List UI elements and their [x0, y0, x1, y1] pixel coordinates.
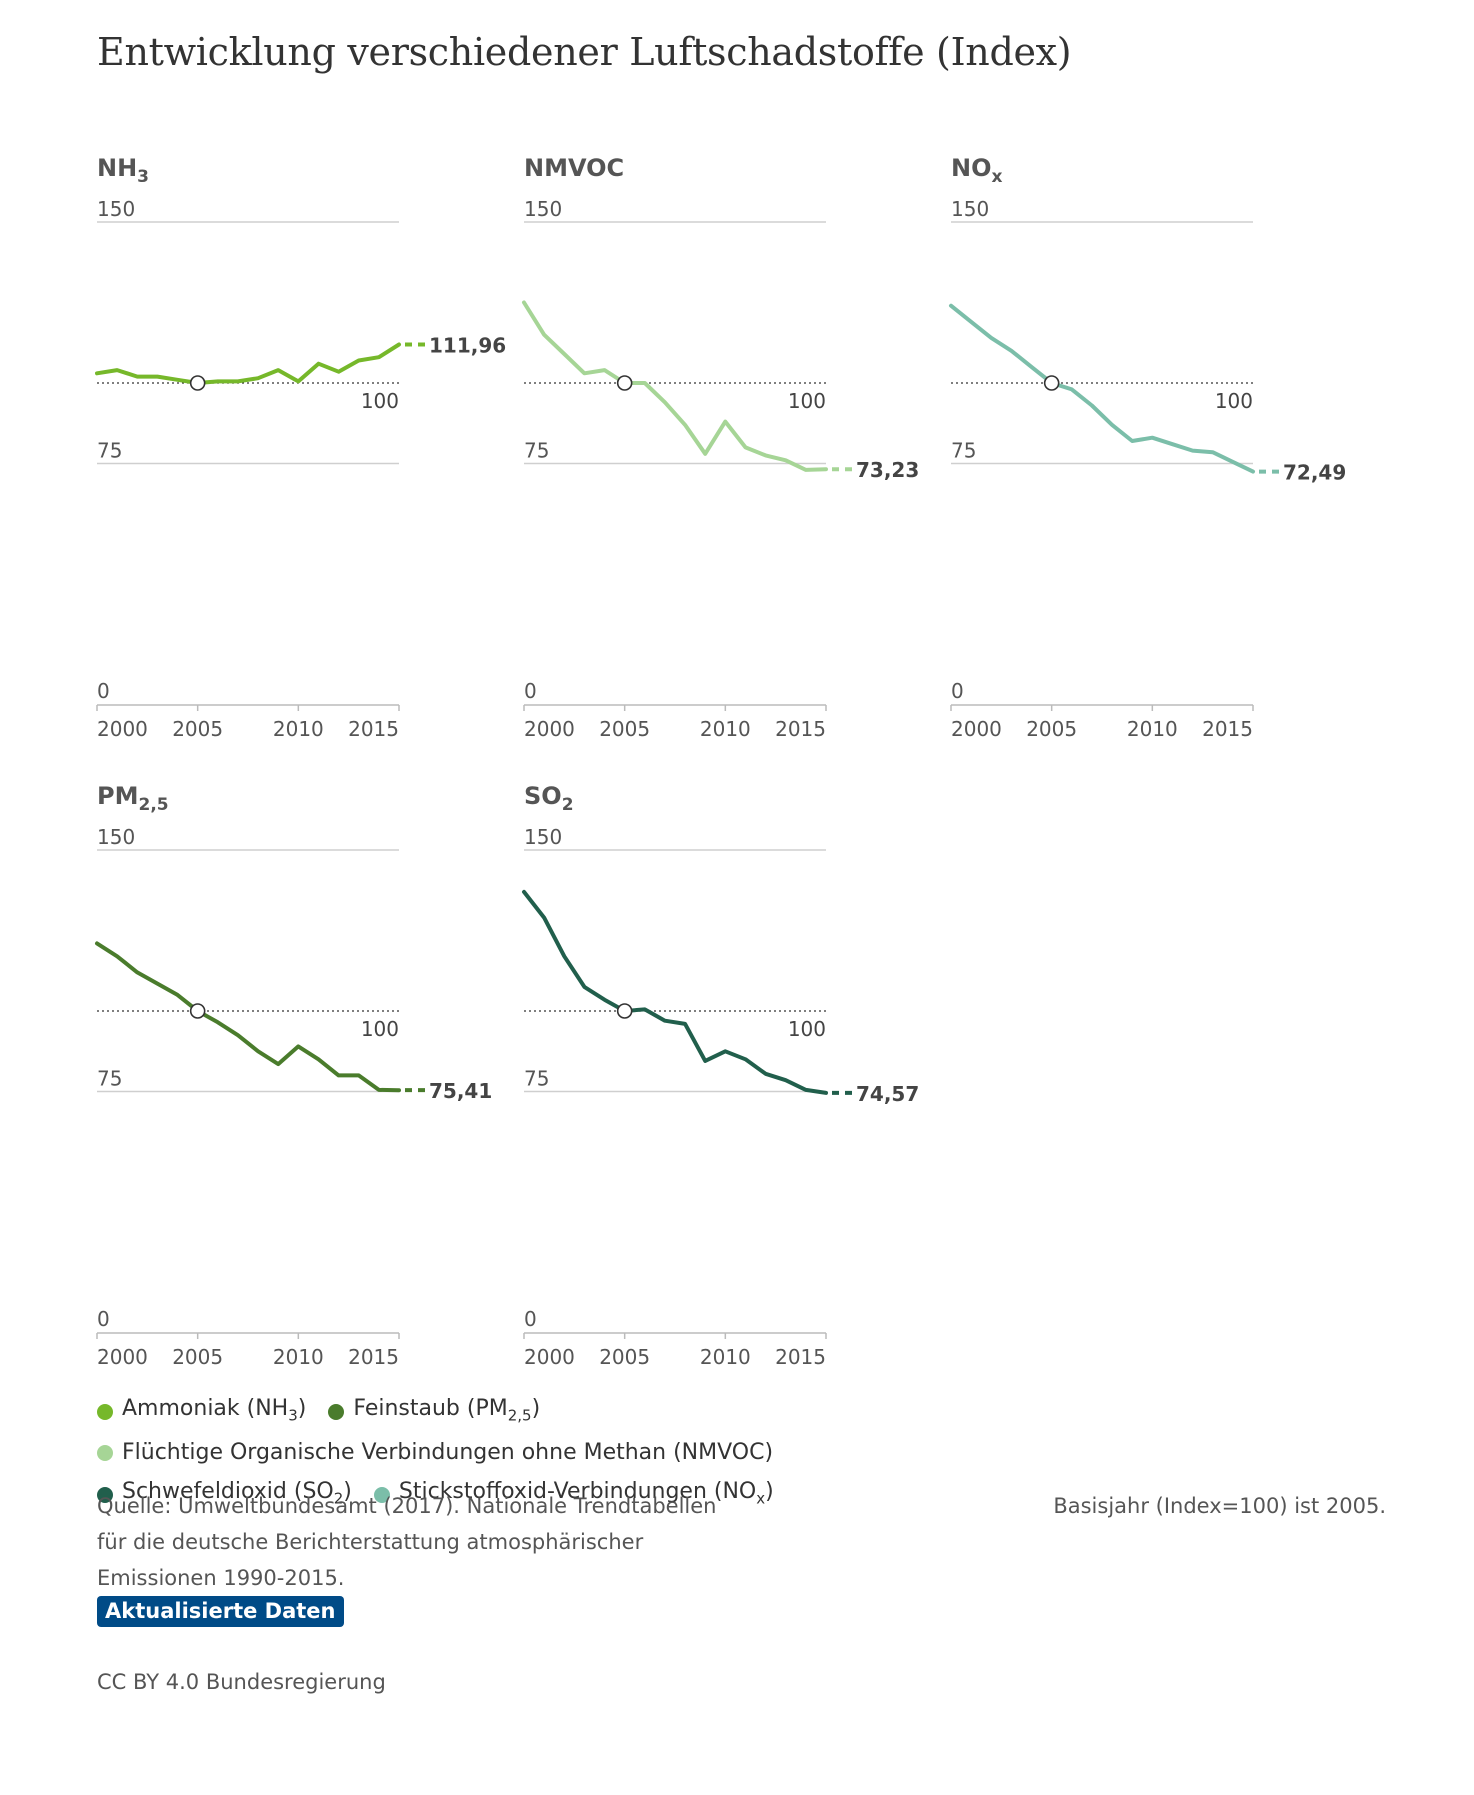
y-tick-label: 150: [97, 197, 135, 221]
x-tick-label: 2005: [1026, 717, 1077, 741]
last-value-label: 111,96: [429, 333, 506, 357]
legend-item: Flüchtige Organische Verbindungen ohne M…: [97, 1434, 773, 1471]
page-title: Entwicklung verschiedener Luftschadstoff…: [97, 30, 1072, 74]
legend-swatch: [97, 1444, 113, 1461]
panel-title: NH3: [97, 154, 149, 187]
legend-item: Ammoniak (NH3): [97, 1390, 306, 1434]
series-line: [95, 941, 401, 1093]
panel-title: NMVOC: [524, 154, 624, 182]
base-year-point: [189, 375, 206, 391]
y-tick-label: 75: [524, 1067, 549, 1091]
legend-item: Schwefeldioxid (SO2): [97, 1473, 352, 1517]
series-line: [95, 342, 401, 385]
legend-swatch: [373, 1487, 390, 1504]
updated-data-button[interactable]: Aktualisierte Daten: [97, 1596, 344, 1627]
legend: Ammoniak (NH3) Feinstaub (PM2,5) Flüchtige…: [97, 1390, 1197, 1517]
basis-year-note: Basisjahr (Index=100) ist 2005.: [1053, 1494, 1386, 1518]
x-tick-label: 2015: [348, 1345, 399, 1369]
series-line: [522, 889, 828, 1095]
series-line: [522, 300, 828, 472]
base-year-point: [1043, 375, 1060, 391]
y-tick-label: 0: [951, 679, 964, 703]
legend-label: Stickstoffoxid-Verbindungen (NOx): [398, 1478, 774, 1508]
x-tick-label: 2010: [273, 717, 324, 741]
y-tick-label: 0: [524, 1307, 537, 1331]
y-tick-label: 150: [524, 197, 562, 221]
legend-swatch: [328, 1404, 345, 1421]
y-tick-label: 100: [1215, 389, 1253, 413]
x-tick-label: 2000: [951, 717, 1002, 741]
x-tick-label: 2010: [700, 717, 751, 741]
x-tick-label: 2005: [172, 717, 223, 741]
series-line: [949, 303, 1255, 474]
x-tick-label: 2005: [599, 1345, 650, 1369]
legend-item: Stickstoffoxid-Verbindungen (NOx): [373, 1473, 774, 1517]
x-tick-label: 2000: [97, 717, 148, 741]
legend-swatch: [97, 1404, 113, 1421]
panel-title: PM2,5: [97, 782, 169, 815]
y-tick-label: 100: [788, 389, 826, 413]
base-year-point: [616, 1003, 633, 1019]
last-value-label: 73,23: [856, 458, 919, 482]
legend-swatch: [97, 1487, 113, 1504]
y-tick-label: 150: [951, 197, 989, 221]
y-tick-label: 75: [97, 439, 122, 463]
base-year-point: [189, 1003, 206, 1019]
x-tick-label: 2010: [273, 1345, 324, 1369]
legend-label: Flüchtige Organische Verbindungen ohne M…: [122, 1440, 774, 1466]
y-tick-label: 0: [97, 1307, 110, 1331]
y-tick-label: 75: [524, 439, 549, 463]
y-tick-label: 100: [361, 389, 399, 413]
legend-label: Feinstaub (PM2,5): [353, 1396, 541, 1425]
y-tick-label: 150: [97, 825, 135, 849]
small-multiples-chart: NH3 150 100 75 0 2000 2005 2010 2015 111,96 NMVOC 1…: [95, 154, 1346, 1369]
x-tick-label: 2000: [524, 1345, 575, 1369]
x-tick-label: 2015: [775, 1345, 826, 1369]
legend-label: Ammoniak (NH3): [122, 1396, 307, 1425]
y-tick-label: 100: [788, 1017, 826, 1041]
x-tick-label: 2005: [599, 717, 650, 741]
y-tick-label: 150: [524, 825, 562, 849]
base-year-point: [616, 375, 633, 391]
y-tick-label: 0: [524, 679, 537, 703]
x-tick-label: 2015: [775, 717, 826, 741]
x-tick-label: 2010: [700, 1345, 751, 1369]
panel-title: NOx: [951, 154, 1003, 187]
legend-label: Schwefeldioxid (SO2): [122, 1478, 352, 1508]
x-tick-label: 2015: [348, 717, 399, 741]
y-tick-label: 75: [951, 439, 976, 463]
license-text: CC BY 4.0 Bundesregierung: [97, 1670, 386, 1694]
y-tick-label: 75: [97, 1067, 122, 1091]
source-text: Quelle: Umweltbundesamt (2017). National…: [97, 1494, 717, 1590]
x-tick-label: 2010: [1127, 717, 1178, 741]
last-value-label: 75,41: [429, 1079, 492, 1103]
x-tick-label: 2005: [172, 1345, 223, 1369]
legend-item: Feinstaub (PM2,5): [328, 1390, 540, 1434]
last-value-label: 72,49: [1283, 461, 1346, 485]
y-tick-label: 100: [361, 1017, 399, 1041]
last-value-label: 74,57: [856, 1082, 919, 1106]
y-tick-label: 0: [97, 679, 110, 703]
x-tick-label: 2000: [524, 717, 575, 741]
panel-title: SO2: [524, 782, 574, 815]
x-tick-label: 2015: [1202, 717, 1253, 741]
x-tick-label: 2000: [97, 1345, 148, 1369]
